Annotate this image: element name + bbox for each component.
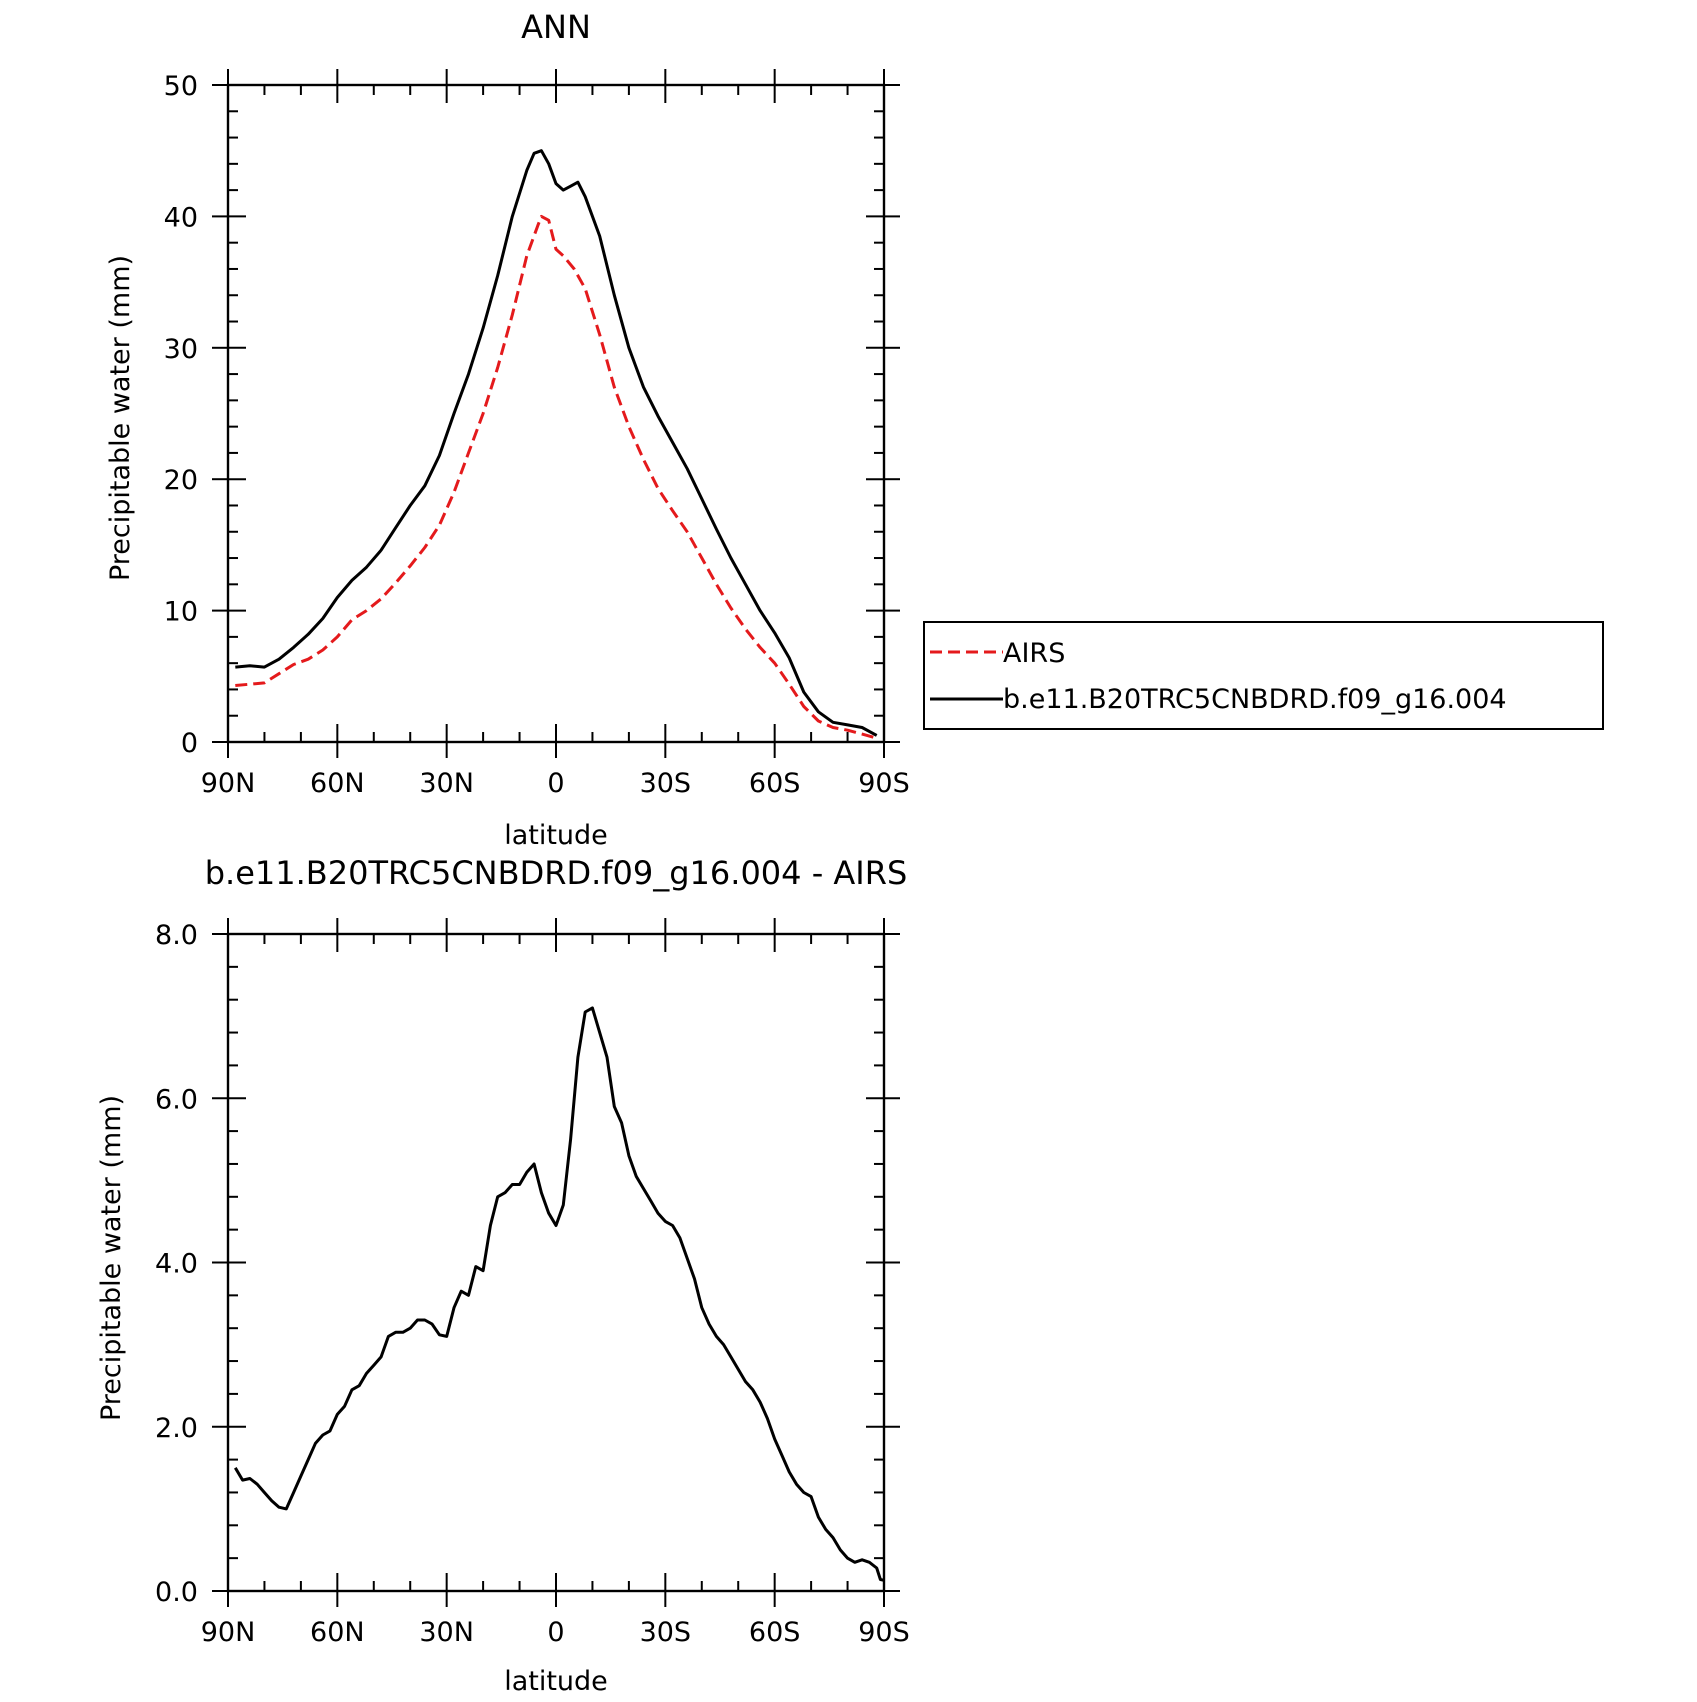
legend-label-model: b.e11.B20TRC5CNBDRD.f09_g16.004 <box>1003 684 1507 715</box>
x-tick-label: 60S <box>749 1617 801 1648</box>
panel-top: ANN 90N 60N 30N 0 30S 60S 90S 0 10 20 30 40 50 latit… <box>105 8 910 851</box>
y-tick-label: 0.0 <box>155 1577 198 1608</box>
y-tick-label: 50 <box>164 71 198 102</box>
chart-title: b.e11.B20TRC5CNBDRD.f09_g16.004 - AIRS <box>205 854 908 892</box>
x-tick-label: 30S <box>640 768 692 799</box>
y-axis-title: Precipitable water (mm) <box>105 255 136 581</box>
y-tick-label: 30 <box>164 334 198 365</box>
x-tick-label: 90S <box>858 768 910 799</box>
y-axis-title: Precipitable water (mm) <box>96 1095 127 1421</box>
x-tick-label: 30S <box>640 1617 692 1648</box>
x-axis-title: latitude <box>504 1666 608 1697</box>
x-tick-label: 90N <box>201 1617 256 1648</box>
y-tick-label: 10 <box>164 597 198 628</box>
y-tick-label: 0 <box>181 728 198 759</box>
plot-area: 90N 60N 30N 0 30S 60S 90S 0 10 20 30 40 50 <box>164 69 910 799</box>
x-tick-label: 0 <box>547 1617 564 1648</box>
legend-box <box>923 621 1604 730</box>
y-tick-label: 40 <box>164 202 198 233</box>
x-tick-label: 30N <box>419 1617 474 1648</box>
legend-label-airs: AIRS <box>1003 638 1065 669</box>
series-line-1 <box>235 149 878 737</box>
y-tick-label: 6.0 <box>155 1084 198 1115</box>
x-tick-label: 90S <box>858 1617 910 1648</box>
y-tick-label: 2.0 <box>155 1413 198 1444</box>
x-tick-label: 60N <box>310 1617 365 1648</box>
legend: AIRS b.e11.B20TRC5CNBDRD.f09_g16.004 <box>923 621 1604 730</box>
series-line-0 <box>235 214 878 740</box>
x-axis-title: latitude <box>504 820 608 851</box>
x-tick-label: 90N <box>201 768 256 799</box>
x-tick-label: 60N <box>310 768 365 799</box>
y-tick-label: 8.0 <box>155 920 198 951</box>
panel-bottom: b.e11.B20TRC5CNBDRD.f09_g16.004 - AIRS 9… <box>96 854 910 1697</box>
series-line-0 <box>234 1006 885 1582</box>
y-tick-label: 4.0 <box>155 1249 198 1280</box>
plot-area: 90N 60N 30N 0 30S 60S 90S 0.0 2.0 4.0 6.0 8.0 <box>155 918 910 1648</box>
x-tick-label: 30N <box>419 768 474 799</box>
x-tick-label: 0 <box>547 768 564 799</box>
chart-title: ANN <box>521 8 591 46</box>
x-tick-label: 60S <box>749 768 801 799</box>
y-tick-label: 20 <box>164 465 198 496</box>
plot-frame <box>226 932 886 1593</box>
